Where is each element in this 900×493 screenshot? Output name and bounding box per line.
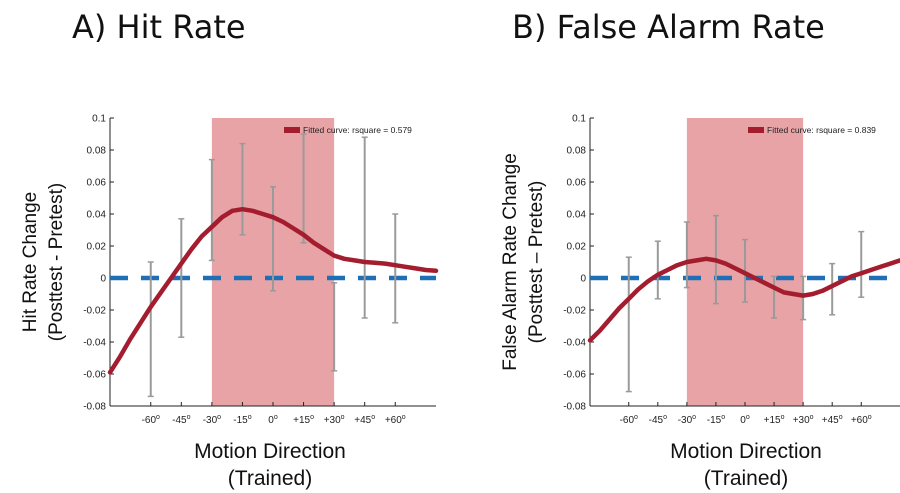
y-tick-label: -0.08 [563, 402, 586, 413]
x-tick-label: -30o [678, 414, 696, 426]
y-tick-label: -0.04 [563, 338, 586, 349]
x-tick-label: +60o [385, 414, 406, 426]
y-tick-label: 0.06 [87, 178, 107, 189]
y-tick-label: 0.04 [87, 210, 107, 221]
x-tick-label: -15o [707, 414, 725, 426]
chart-panel-b: -0.08 -0.06 -0.04 -0.02 0 0.02 0.04 0.06 0.08 0.1… [500, 114, 900, 490]
y-tick-label: 0.1 [572, 114, 586, 125]
y-axis-title: False Alarm Rate Change [500, 153, 521, 371]
y-tick-label: 0.08 [87, 146, 107, 157]
y-axis-title: (Posttest – Pretest) [526, 181, 547, 344]
x-tick-label: +30o [793, 414, 814, 426]
y-tick-label: 0.1 [92, 114, 106, 125]
legend-swatch [284, 127, 300, 133]
y-axis-title: (Posttest - Pretest) [46, 183, 67, 341]
y-tick-label: 0.08 [567, 146, 587, 157]
x-tick-label: 0o [740, 414, 750, 426]
y-axis-title: Hit Rate Change [20, 192, 41, 332]
x-axis-title: (Trained) [704, 467, 788, 490]
legend-label: Fitted curve: rsquare = 0.839 [767, 125, 876, 135]
y-tick-label: -0.06 [83, 370, 106, 381]
x-axis-title: Motion Direction [194, 440, 346, 463]
x-tick-label: +30o [324, 414, 345, 426]
y-tick-label: -0.02 [83, 306, 106, 317]
y-tick-label: 0 [580, 274, 586, 285]
x-tick-label: -45o [172, 414, 190, 426]
panel-b-title: B) False Alarm Rate [512, 8, 825, 46]
legend-label: Fitted curve: rsquare = 0.579 [303, 125, 412, 135]
y-tick-label: -0.06 [563, 370, 586, 381]
x-tick-label: -60o [142, 414, 160, 426]
x-tick-label: +15o [293, 414, 314, 426]
legend-swatch [748, 127, 764, 133]
x-tick-label: -15o [233, 414, 251, 426]
x-tick-label: +60o [851, 414, 872, 426]
panel-a-title: A) Hit Rate [72, 8, 246, 46]
y-tick-label: 0 [100, 274, 106, 285]
y-tick-label: -0.04 [83, 338, 106, 349]
x-tick-label: +45o [822, 414, 843, 426]
x-axis-title: Motion Direction [670, 440, 822, 463]
x-tick-label: +45o [354, 414, 375, 426]
x-tick-label: -30o [203, 414, 221, 426]
y-tick-label: 0.06 [567, 178, 587, 189]
x-tick-label: -60o [620, 414, 638, 426]
y-tick-label: -0.02 [563, 306, 586, 317]
x-tick-label: -45o [649, 414, 667, 426]
fitted-curve [107, 206, 439, 375]
y-tick-label: 0.02 [87, 242, 107, 253]
x-tick-label: 0o [268, 414, 278, 426]
x-tick-label: +15o [764, 414, 785, 426]
y-tick-label: 0.02 [567, 242, 587, 253]
x-axis-title: (Trained) [228, 467, 312, 490]
fitted-curve [587, 256, 900, 343]
y-tick-label: 0.04 [567, 210, 587, 221]
y-tick-label: -0.08 [83, 402, 106, 413]
chart-panel-a: -0.08 -0.06 -0.04 -0.02 0 0.02 0.04 0.06 0.08 0.1… [20, 114, 439, 490]
